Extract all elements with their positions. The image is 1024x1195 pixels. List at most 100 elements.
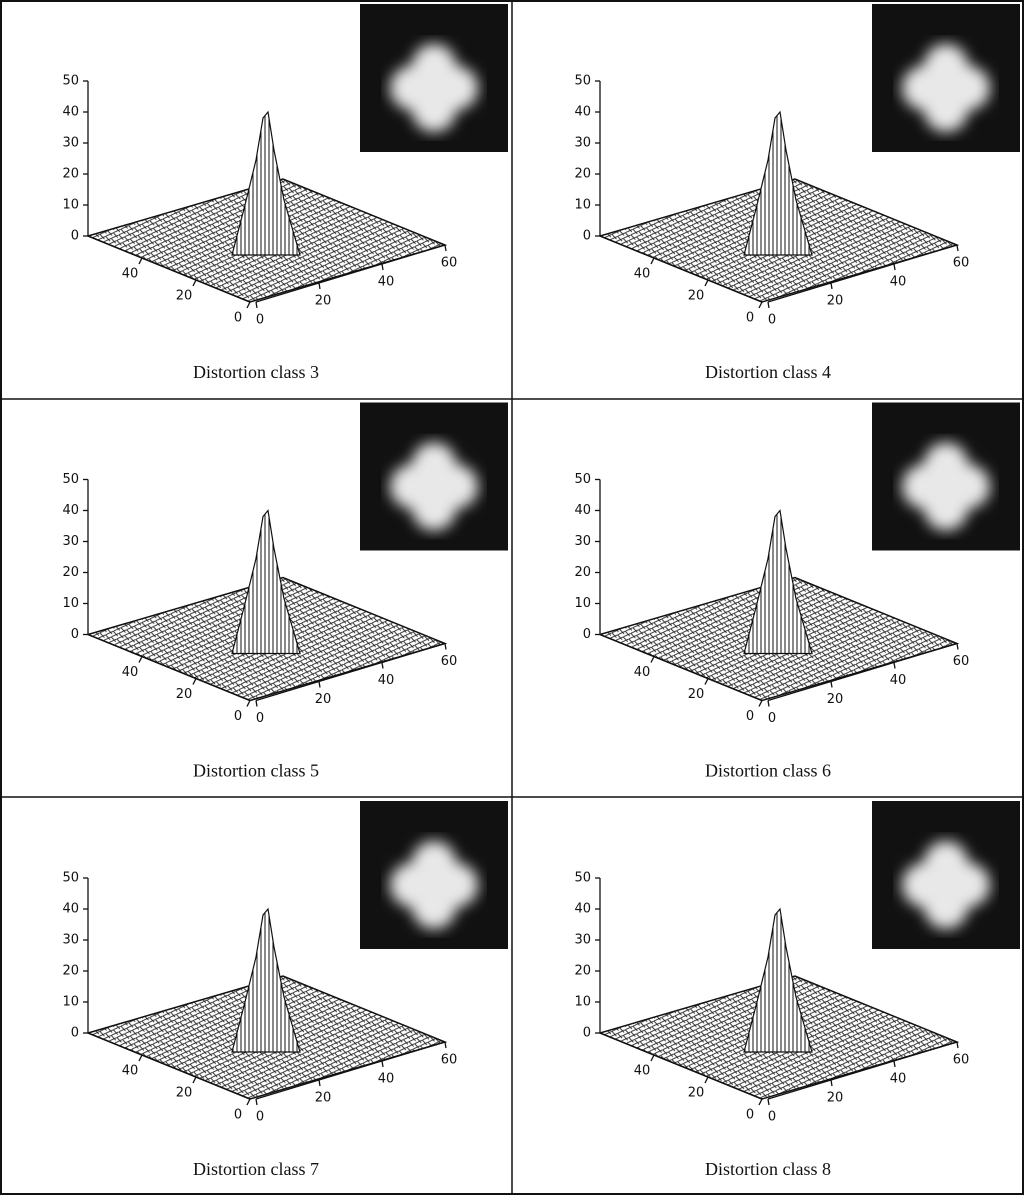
y-tick bbox=[192, 678, 197, 685]
y-tick bbox=[650, 656, 655, 663]
x-tick bbox=[255, 700, 258, 707]
x-tick-label: 60 bbox=[441, 1053, 458, 1068]
x-tick bbox=[893, 263, 896, 271]
inset-image bbox=[872, 801, 1020, 949]
x-tick-label: 0 bbox=[768, 313, 776, 328]
z-tick-label: 0 bbox=[71, 627, 79, 642]
x-tick bbox=[767, 301, 770, 309]
z-tick-label: 10 bbox=[574, 198, 591, 213]
x-tick-label: 0 bbox=[768, 711, 776, 726]
inset-image bbox=[360, 801, 508, 949]
x-axis bbox=[255, 642, 446, 702]
y-tick-label: 0 bbox=[234, 311, 242, 326]
x-tick-label: 60 bbox=[953, 256, 970, 271]
z-tick-label: 10 bbox=[574, 596, 591, 611]
z-tick-label: 50 bbox=[574, 472, 591, 487]
y-axis bbox=[599, 1032, 763, 1100]
inset-image bbox=[360, 4, 508, 152]
y-tick-label: 40 bbox=[634, 267, 651, 282]
z-tick-label: 10 bbox=[62, 198, 79, 213]
y-tick bbox=[138, 1054, 143, 1062]
y-tick bbox=[246, 301, 251, 309]
x-tick-label: 60 bbox=[953, 654, 970, 669]
y-tick-label: 20 bbox=[176, 289, 193, 304]
x-tick-label: 20 bbox=[315, 1091, 332, 1106]
y-axis bbox=[87, 633, 251, 702]
z-tick-label: 50 bbox=[62, 472, 79, 487]
y-tick-label: 20 bbox=[688, 687, 705, 702]
x-tick-label: 20 bbox=[315, 692, 332, 707]
y-tick-label: 40 bbox=[122, 1064, 139, 1079]
x-tick-label: 20 bbox=[827, 692, 844, 707]
y-tick bbox=[246, 700, 251, 707]
inset-image bbox=[872, 403, 1020, 551]
x-tick bbox=[830, 681, 833, 688]
x-tick bbox=[830, 282, 833, 290]
x-tick-label: 40 bbox=[378, 673, 395, 688]
z-tick-label: 50 bbox=[62, 871, 79, 886]
y-tick bbox=[650, 1054, 655, 1062]
z-tick-label: 20 bbox=[62, 964, 79, 979]
x-tick bbox=[381, 662, 384, 669]
x-tick-label: 60 bbox=[953, 1053, 970, 1068]
y-tick bbox=[138, 257, 143, 265]
panel: 0 10 20 30 40 50 0 20 40 0 20 40 60 Distortion class … bbox=[574, 801, 1020, 1179]
y-tick-label: 0 bbox=[746, 709, 754, 724]
caption: Distortion class 5 bbox=[193, 761, 319, 781]
z-tick-label: 0 bbox=[583, 1026, 591, 1041]
z-tick-label: 20 bbox=[574, 167, 591, 182]
y-tick-label: 20 bbox=[688, 1086, 705, 1101]
x-tick-label: 40 bbox=[890, 275, 907, 290]
caption: Distortion class 6 bbox=[705, 761, 831, 781]
caption: Distortion class 7 bbox=[193, 1159, 319, 1179]
x-axis bbox=[767, 642, 958, 702]
y-tick-label: 40 bbox=[122, 665, 139, 680]
caption: Distortion class 3 bbox=[193, 362, 319, 382]
x-tick bbox=[318, 282, 321, 290]
panel: 0 10 20 30 40 50 0 20 40 0 20 40 60 Distortion class … bbox=[62, 801, 508, 1179]
panel: 0 10 20 30 40 50 0 20 40 0 20 40 60 Distortion class … bbox=[62, 4, 508, 382]
x-tick-label: 0 bbox=[768, 1110, 776, 1125]
x-axis bbox=[767, 1041, 958, 1100]
x-tick bbox=[767, 700, 770, 707]
z-tick-label: 30 bbox=[62, 933, 79, 948]
x-tick bbox=[893, 1060, 896, 1068]
z-tick-label: 40 bbox=[62, 503, 79, 518]
y-tick-label: 40 bbox=[122, 267, 139, 282]
y-tick-label: 0 bbox=[234, 1108, 242, 1123]
caption: Distortion class 8 bbox=[705, 1159, 831, 1179]
z-tick-label: 20 bbox=[62, 167, 79, 182]
caption: Distortion class 4 bbox=[705, 362, 831, 382]
y-tick-label: 40 bbox=[634, 1064, 651, 1079]
x-tick-label: 0 bbox=[256, 711, 264, 726]
z-tick-label: 10 bbox=[62, 995, 79, 1010]
x-tick bbox=[318, 681, 321, 688]
x-tick-label: 20 bbox=[827, 294, 844, 309]
y-tick-label: 0 bbox=[746, 1108, 754, 1123]
x-tick bbox=[767, 1098, 770, 1106]
inset-image bbox=[872, 4, 1020, 152]
x-tick-label: 40 bbox=[890, 673, 907, 688]
panel: 0 10 20 30 40 50 0 20 40 0 20 40 60 Distortion class … bbox=[574, 403, 1020, 781]
inset-image bbox=[360, 403, 508, 551]
z-tick-label: 40 bbox=[574, 503, 591, 518]
x-tick-label: 40 bbox=[378, 1072, 395, 1087]
x-tick bbox=[956, 643, 959, 650]
y-tick bbox=[246, 1098, 251, 1106]
y-tick-label: 20 bbox=[176, 1086, 193, 1101]
y-axis bbox=[599, 633, 763, 702]
y-tick bbox=[192, 279, 197, 287]
x-tick-label: 40 bbox=[378, 275, 395, 290]
y-axis bbox=[87, 235, 251, 303]
y-tick-label: 20 bbox=[688, 289, 705, 304]
z-tick-label: 40 bbox=[574, 902, 591, 917]
z-tick-label: 40 bbox=[574, 105, 591, 120]
z-tick-label: 20 bbox=[574, 964, 591, 979]
x-tick bbox=[381, 263, 384, 271]
z-tick-label: 40 bbox=[62, 902, 79, 917]
x-axis bbox=[255, 1041, 446, 1100]
x-tick bbox=[255, 301, 258, 309]
panel: 0 10 20 30 40 50 0 20 40 0 20 40 60 Distortion class … bbox=[574, 4, 1020, 382]
z-tick-label: 50 bbox=[62, 74, 79, 89]
